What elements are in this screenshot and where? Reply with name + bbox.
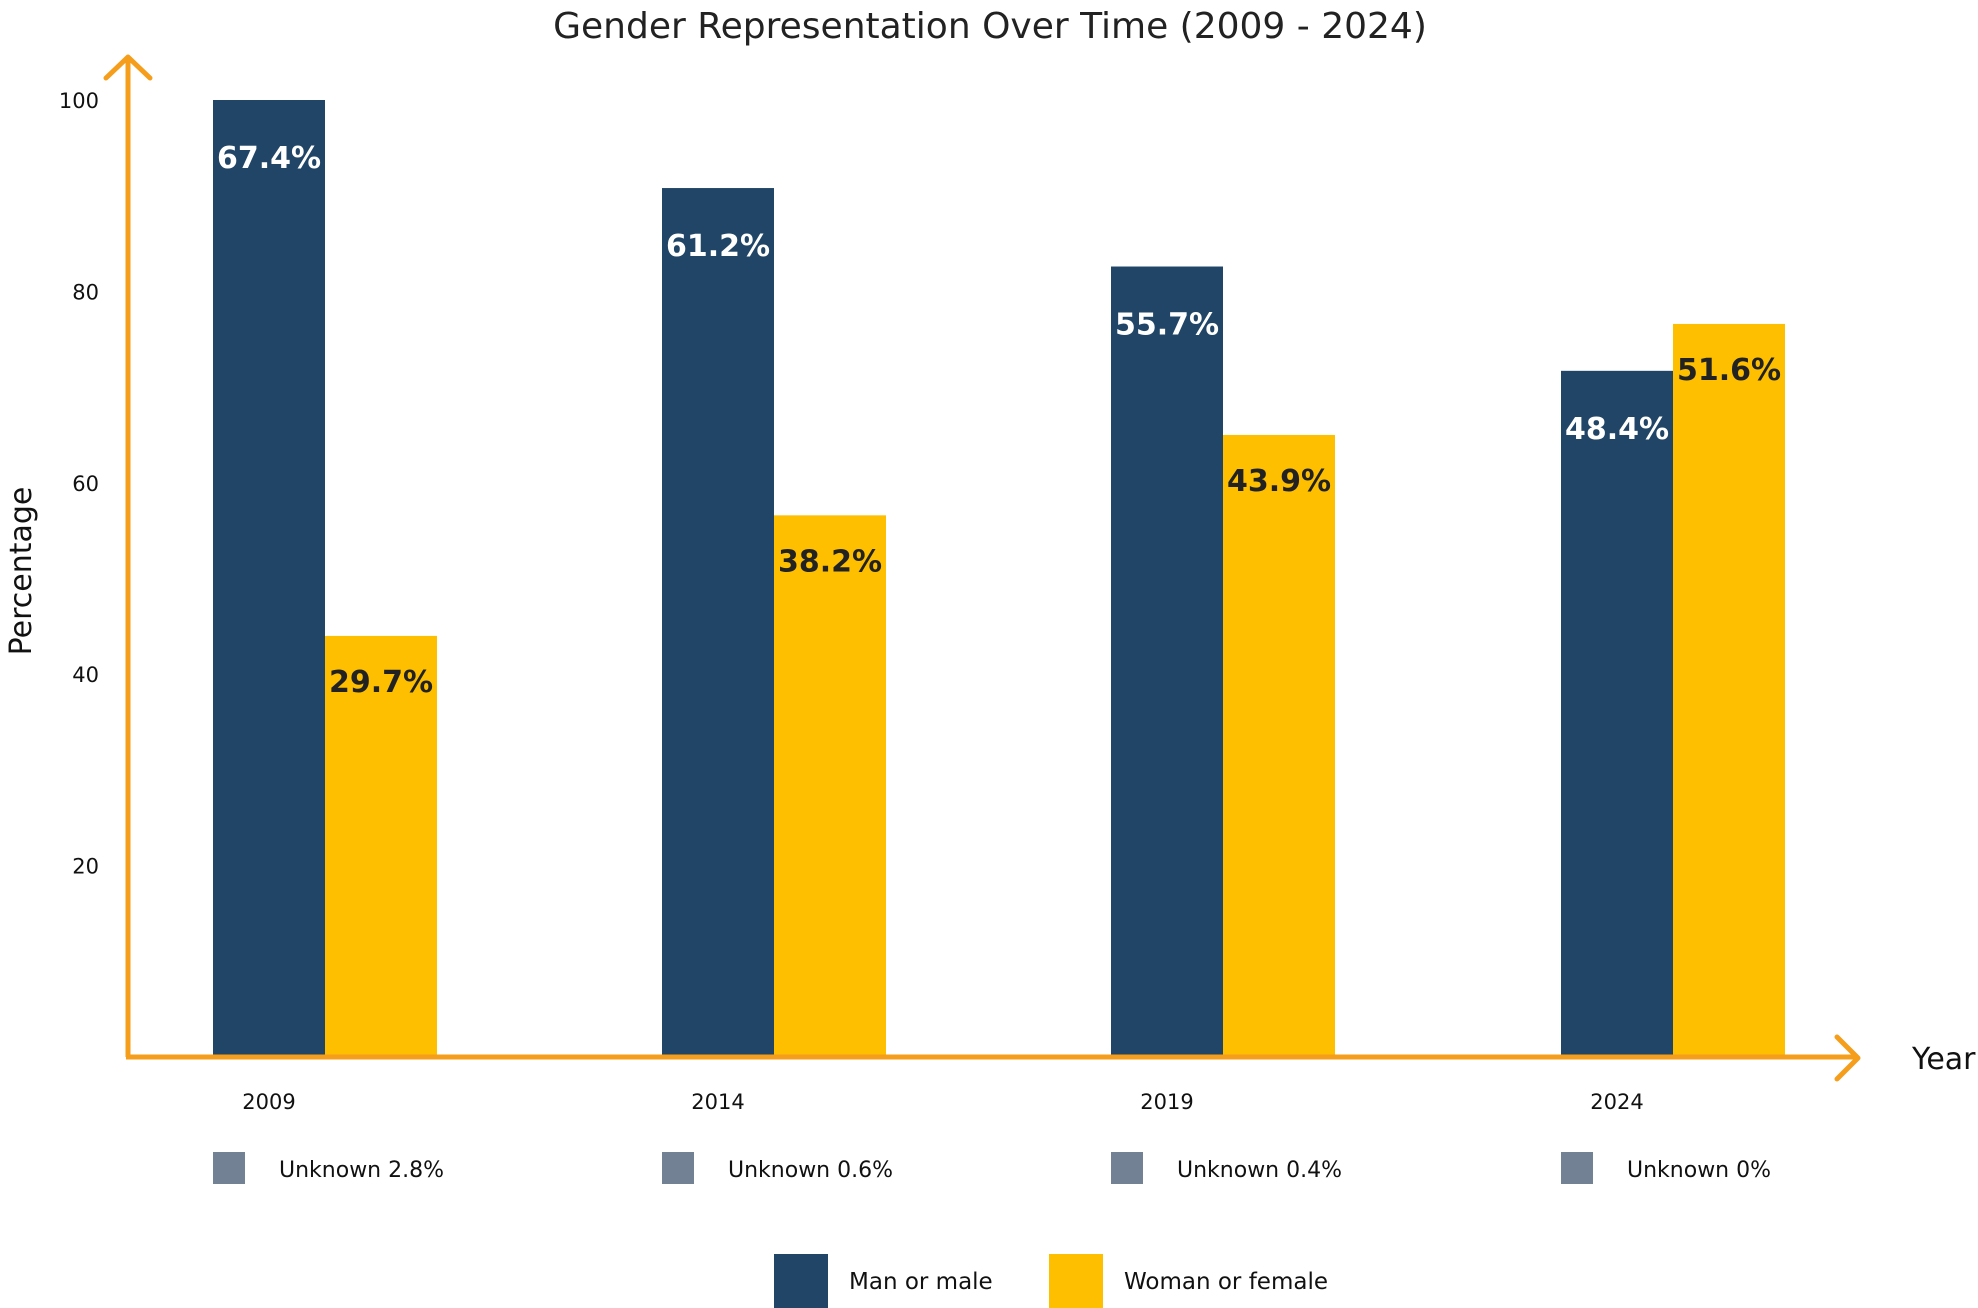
bar-value-label: 48.4% [1565, 412, 1669, 447]
unknown-swatch [1111, 1152, 1143, 1184]
bar-value-label: 38.2% [778, 544, 882, 579]
unknown-note-label: Unknown 0.6% [728, 1158, 893, 1183]
y-axis-label: Percentage [4, 487, 39, 656]
bar-woman-2014 [774, 515, 886, 1057]
unknown-swatch [213, 1152, 245, 1184]
unknown-swatch [662, 1152, 694, 1184]
y-tick-label: 20 [72, 855, 99, 879]
y-tick-label: 60 [72, 472, 99, 496]
y-tick-labels: 20 40 60 80 100 [59, 89, 99, 879]
y-tick-label: 40 [72, 663, 99, 687]
x-tick-label: 2014 [691, 1090, 744, 1114]
y-tick-label: 100 [59, 89, 99, 113]
legend-label-woman: Woman or female [1124, 1269, 1328, 1295]
x-tick-label: 2019 [1140, 1090, 1193, 1114]
legend-swatch-woman [1049, 1254, 1103, 1308]
unknown-note-label: Unknown 2.8% [279, 1158, 444, 1183]
bar-value-label: 61.2% [666, 229, 770, 264]
x-tick-label: 2009 [242, 1090, 295, 1114]
chart-title: Gender Representation Over Time (2009 - … [553, 6, 1427, 47]
legend-label-man: Man or male [849, 1269, 993, 1295]
y-axis-arrow-icon [103, 54, 153, 81]
bar-value-label: 67.4% [217, 141, 321, 176]
unknown-note-label: Unknown 0% [1627, 1158, 1771, 1183]
bar-man-2009 [213, 100, 325, 1057]
value-labels-layer: 67.4% 61.2% 55.7% 48.4% 29.7% 38.2% 43.9% 51.6% [217, 141, 1781, 700]
bar-woman-2009 [325, 635, 437, 1057]
legend: Man or male Woman or female [774, 1254, 1328, 1308]
legend-swatch-man [774, 1254, 828, 1308]
x-axis-arrow-icon [1834, 1034, 1861, 1082]
unknown-swatch [1561, 1152, 1593, 1184]
bars-layer [213, 100, 1785, 1057]
bar-value-label: 29.7% [329, 665, 433, 700]
x-tick-label: 2024 [1590, 1090, 1643, 1114]
x-axis-label: Year [1911, 1042, 1976, 1077]
y-tick-label: 80 [72, 280, 99, 304]
bar-man-2014 [662, 188, 774, 1057]
bar-value-label: 55.7% [1115, 308, 1219, 343]
bar-woman-2024 [1673, 323, 1785, 1057]
bar-man-2019 [1111, 266, 1223, 1057]
bar-woman-2019 [1223, 434, 1335, 1057]
unknown-notes: Unknown 2.8% Unknown 0.6% Unknown 0.4% Unkn… [213, 1152, 1771, 1184]
bar-value-label: 43.9% [1227, 464, 1331, 499]
bar-man-2024 [1561, 370, 1673, 1057]
bar-value-label: 51.6% [1677, 353, 1781, 388]
unknown-note-label: Unknown 0.4% [1177, 1158, 1342, 1183]
x-tick-labels: 2009 2014 2019 2024 [242, 1090, 1643, 1114]
axes [103, 54, 1861, 1082]
